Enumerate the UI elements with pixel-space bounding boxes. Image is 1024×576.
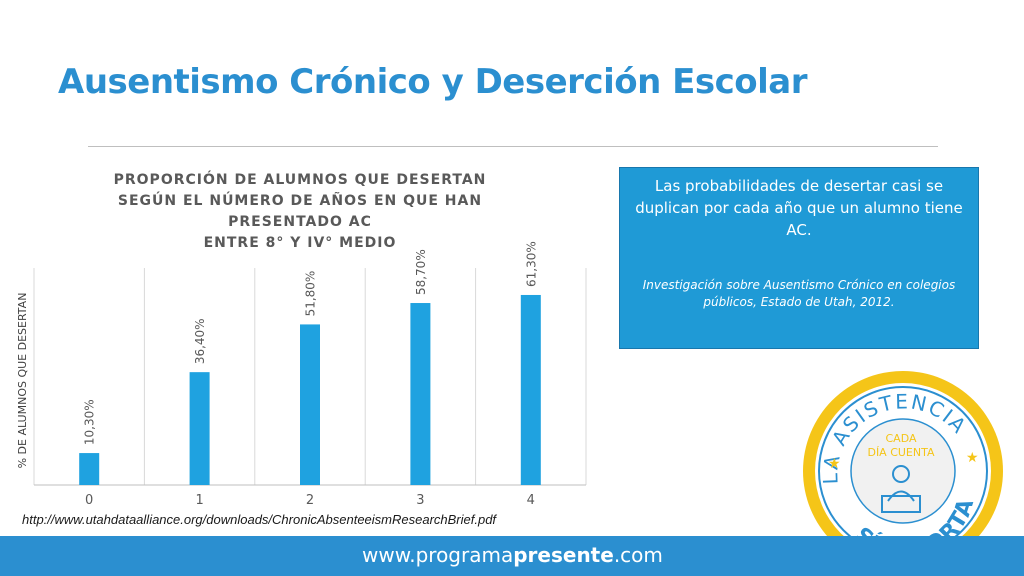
callout-citation: Investigación sobre Ausentismo Crónico e…	[642, 278, 956, 309]
seal-inner-line-2: DÍA CUENTA	[867, 446, 935, 459]
data-label-0: 10,30%	[83, 399, 97, 445]
chart-title-line-2: SEGÚN EL NÚMERO DE AÑOS EN QUE HAN	[117, 193, 483, 209]
data-label-2: 51,80%	[304, 271, 318, 317]
footer-website[interactable]: www.programapresente.com	[362, 543, 663, 567]
seal-inner-line-1: CADA	[885, 432, 916, 445]
info-callout: Las probabilidades de desertar casi se d…	[619, 167, 979, 349]
data-label-3: 58,70%	[414, 249, 428, 295]
x-tick-label-4: 4	[527, 493, 535, 508]
x-tick-label-3: 3	[416, 493, 424, 508]
chart-title-line-1: PROPORCIÓN DE ALUMNOS QUE DESERTAN	[113, 172, 487, 188]
footer-url-bold: presente	[513, 543, 614, 567]
seal-right-star-icon: ★	[966, 450, 979, 466]
y-axis-label: % DE ALUMNOS QUE DESERTAN	[16, 293, 29, 469]
footer-url-suffix: .com	[613, 543, 663, 567]
bar-3	[410, 303, 431, 485]
bar-2	[300, 324, 320, 485]
seal-inner-circle	[850, 418, 956, 524]
seal-left-star-icon: ★	[828, 456, 841, 472]
x-tick-label-2: 2	[306, 493, 314, 508]
footer-url-prefix: www.programa	[362, 543, 514, 567]
chart-title-line-3: PRESENTADO AC	[228, 214, 372, 230]
source-link[interactable]: http://www.utahdataalliance.org/download…	[22, 512, 497, 527]
bar-0	[79, 453, 100, 485]
chart-title: PROPORCIÓN DE ALUMNOS QUE DESERTAN SEGÚN…	[95, 170, 505, 254]
title-divider	[88, 146, 938, 147]
slide-title: Ausentismo Crónico y Deserción Escolar	[58, 62, 807, 102]
data-label-4: 61,30%	[524, 241, 538, 287]
bar-1	[189, 372, 210, 485]
data-label-1: 36,40%	[193, 318, 207, 364]
chart-title-line-4: ENTRE 8° Y IV° MEDIO	[203, 235, 397, 251]
x-tick-label-1: 1	[195, 493, 203, 508]
bar-4	[520, 294, 541, 485]
footer-bar: www.programapresente.com	[0, 536, 1024, 576]
callout-text: Las probabilidades de desertar casi se d…	[635, 177, 963, 239]
student-at-desk-icon	[881, 465, 921, 513]
x-tick-label-0: 0	[85, 493, 93, 508]
